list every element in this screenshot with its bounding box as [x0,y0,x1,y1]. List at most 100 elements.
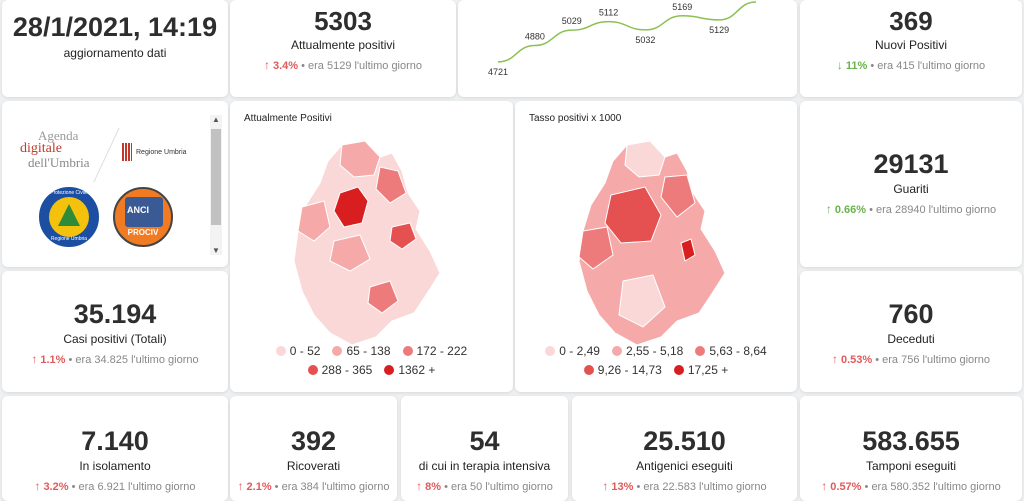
casi-positivi-trend: ↑ 1.1% • era 34.825 l'ultimo giorno [31,352,199,366]
casi-positivi-value: 35.194 [73,299,157,329]
guariti-card[interactable]: 29131 Guariti ↑ 0.66% • era 28940 l'ultim… [800,101,1022,267]
tree-icon [58,204,80,226]
trend-point-label: 5032 [635,35,655,45]
update-label: aggiornamento dati [63,46,167,60]
arrow-up-icon: ↑ [602,479,609,493]
region-area-terni [367,280,399,314]
legend-item[interactable]: 2,55 - 5,18 [611,344,683,358]
arrow-up-icon: ↑ [34,479,41,493]
region-area-north [624,140,666,178]
trend-pct: 13% [611,481,634,493]
arrow-down-icon: ↓ [836,58,843,72]
map1-title: Attualmente Positivi [244,113,332,124]
isolamento-label: In isolamento [79,459,151,473]
umbria-map-positivi[interactable] [230,131,513,361]
map-attualmente-positivi-card: Attualmente Positivi 0 - 52 65 - 138 172… [230,101,513,392]
region-area-east [660,174,696,218]
anci-prociv-logo[interactable]: ANCI PROCIV [113,187,173,247]
region-area-west [578,226,614,270]
trend-prev: era 6.921 l'ultimo giorno [78,481,196,493]
region-area-center [604,186,662,244]
arrow-up-icon: ↑ [416,479,423,493]
map1-legend: 0 - 52 65 - 138 172 - 222 288 - 365 1362… [230,344,513,382]
isolamento-trend: ↑ 3.2% • era 6.921 l'ultimo giorno [34,479,196,493]
trend-point-label: 5112 [599,8,618,18]
trend-point-label: 5169 [672,2,692,12]
deceduti-value: 760 [888,299,934,329]
legend-item[interactable]: 17,25 + [673,363,728,377]
isolamento-card[interactable]: 7.140 In isolamento ↑ 3.2% • era 6.921 l'… [2,396,228,501]
region-area-south [618,274,666,328]
arrow-up-icon: ↑ [237,479,244,493]
guariti-value: 29131 [873,149,949,179]
umbria-map-tasso[interactable] [515,131,797,361]
attualmente-positivi-label: Attualmente positivi [290,38,396,52]
trend-chart: 47214880502951125032516951295303 [488,1,757,77]
ricoverati-trend: ↑ 2.1% • era 384 l'ultimo giorno [237,479,390,493]
guariti-label: Guariti [893,182,929,196]
trend-prev: era 50 l'ultimo giorno [451,481,553,493]
legend-item[interactable]: 5,63 - 8,64 [695,344,767,358]
trend-prev: era 756 l'ultimo giorno [882,354,991,366]
trend-prev: era 415 l'ultimo giorno [877,60,986,72]
nuovi-positivi-value: 369 [889,6,933,36]
antigenici-card[interactable]: 25.510 Antigenici eseguiti ↑ 13% • era 22… [572,396,797,501]
terapia-intensiva-trend: ↑ 8% • era 50 l'ultimo giorno [416,479,553,493]
nuovi-positivi-card[interactable]: 369 Nuovi Positivi ↓ 11% • era 415 l'ulti… [800,0,1022,97]
region-area-gubbio [375,166,407,204]
casi-positivi-label: Casi positivi (Totali) [63,332,167,346]
trend-pct: 0.66% [834,204,867,216]
scroll-down-icon[interactable]: ▼ [212,246,220,255]
legend-item[interactable]: 288 - 365 [307,363,372,377]
tamponi-card[interactable]: 583.655 Tamponi eseguiti ↑ 0.57% • era 58… [800,396,1022,501]
trend-line [497,1,757,63]
map-tasso-positivi-card: Tasso positivi x 1000 0 - 2,49 2,55 - 5,… [515,101,797,392]
region-area-west [297,200,331,242]
attualmente-positivi-value: 5303 [314,6,372,36]
legend-item[interactable]: 0 - 2,49 [545,344,600,358]
legend-item[interactable]: 65 - 138 [332,344,391,358]
terapia-intensiva-label: di cui in terapia intensiva [418,459,551,473]
arrow-up-icon: ↑ [821,479,828,493]
casi-positivi-card[interactable]: 35.194 Casi positivi (Totali) ↑ 1.1% • er… [2,271,228,392]
ricoverati-label: Ricoverati [286,459,341,473]
agenda-digitale-logo[interactable]: Agenda digitale dell'Umbria [20,128,90,170]
legend-item[interactable]: 9,26 - 14,73 [583,363,662,377]
deceduti-label: Deceduti [887,332,935,346]
legend-item[interactable]: 172 - 222 [402,344,467,358]
update-datetime: 28/1/2021, 14:19 [12,12,218,42]
regione-umbria-emblem-icon [122,143,132,161]
trend-prev: era 5129 l'ultimo giorno [308,60,423,72]
tamponi-trend: ↑ 0.57% • era 580.352 l'ultimo giorno [821,479,1001,493]
trend-pct: 0.53% [840,354,873,366]
ricoverati-card[interactable]: 392 Ricoverati ↑ 2.1% • era 384 l'ultimo … [230,396,397,501]
trend-pct: 3.4% [272,60,299,72]
regione-umbria-logo[interactable]: Regione Umbria [122,143,187,161]
trend-point-label: 5129 [709,25,729,35]
logos-scrollbar[interactable]: ▲ ▼ [210,115,222,255]
region-area-hotspot [680,238,696,262]
antigenici-trend: ↑ 13% • era 22.583 l'ultimo giorno [602,479,767,493]
terapia-intensiva-card[interactable]: 54 di cui in terapia intensiva ↑ 8% • era… [401,396,568,501]
map2-title: Tasso positivi x 1000 [529,113,622,124]
tamponi-value: 583.655 [862,426,960,456]
trend-point-label: 4880 [525,31,545,41]
trend-prev: era 22.583 l'ultimo giorno [643,481,767,493]
antigenici-value: 25.510 [643,426,726,456]
trend-prev: era 384 l'ultimo giorno [281,481,390,493]
scrollbar-thumb[interactable] [211,129,221,225]
scroll-up-icon[interactable]: ▲ [212,115,220,124]
legend-item[interactable]: 0 - 52 [275,344,320,358]
deceduti-card[interactable]: 760 Deceduti ↑ 0.53% • era 756 l'ultimo g… [800,271,1022,392]
region-area-north [339,140,381,178]
attualmente-positivi-card[interactable]: 5303 Attualmente positivi ↑ 3.4% • era 51… [230,0,456,97]
protezione-civile-logo[interactable]: Protezione Civile Regione Umbria [39,187,99,247]
guariti-trend: ↑ 0.66% • era 28940 l'ultimo giorno [825,202,997,216]
nuovi-positivi-trend: ↓ 11% • era 415 l'ultimo giorno [836,58,986,72]
ricoverati-value: 392 [290,426,337,456]
trend-pct: 1.1% [40,354,66,366]
region-area-perugia [333,186,369,228]
legend-item[interactable]: 1362 + [384,363,435,377]
trend-pct: 3.2% [43,481,69,493]
trend-pct: 2.1% [246,481,272,493]
